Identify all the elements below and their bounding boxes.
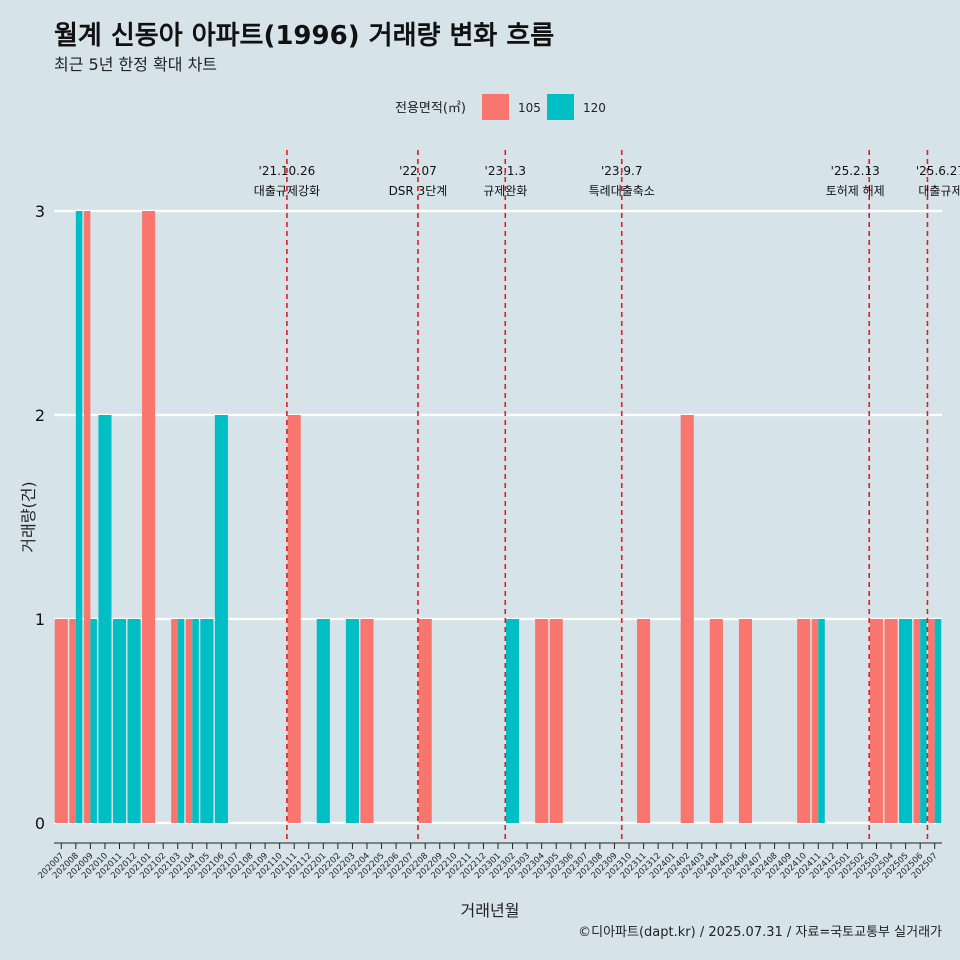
bar-105-202208 — [418, 619, 432, 823]
bar-120-202411 — [818, 619, 825, 823]
bar-120-202507 — [934, 619, 942, 823]
event-label-3: 특례대출축소 — [589, 184, 655, 198]
bar-105-202008 — [69, 619, 76, 823]
bar-120-202009 — [90, 619, 97, 823]
bar-120-202302 — [506, 619, 520, 823]
event-date-4: '25.2.13 — [831, 164, 880, 178]
bar-120-202203 — [345, 619, 359, 823]
caption: ©디아파트(dapt.kr) / 2025.07.31 / 자료=국토교통부 실… — [578, 925, 942, 940]
bar-120-202104 — [192, 619, 199, 823]
bar-120-202103 — [177, 619, 185, 823]
bar-120-202010 — [98, 415, 112, 823]
event-label-0: 대출규제강화 — [254, 184, 320, 198]
y-tick-label-3: 3 — [35, 202, 45, 221]
bar-105-202402 — [680, 415, 694, 823]
event-label-5: 대출규제 — [918, 184, 960, 198]
bar-105-202410 — [797, 619, 811, 823]
bar-105-202111 — [287, 415, 301, 823]
y-tick-label-1: 1 — [35, 610, 45, 629]
event-date-1: '22.07 — [399, 164, 437, 178]
event-label-4: 토허제 해제 — [826, 184, 885, 198]
bar-105-202311 — [637, 619, 651, 823]
x-axis: 2020072020082020092020102020112020122021… — [36, 842, 942, 881]
legend-label-120: 120 — [583, 101, 606, 115]
bar-105-202411 — [811, 619, 819, 823]
event-lines: '21.10.26 대출규제강화 '22.07 DSR 3단계 '23.1.3 규제완화 '… — [254, 150, 960, 842]
bar-120-202505 — [899, 619, 913, 823]
legend-swatch-120 — [547, 94, 574, 120]
bar-105-202404 — [709, 619, 723, 823]
legend-label-105: 105 — [518, 101, 541, 115]
bar-105-202406 — [738, 619, 753, 823]
bar-120-202012 — [127, 619, 141, 823]
legend-title: 전용면적(㎡) — [395, 101, 466, 116]
chart-title: 월계 신동아 아파트(1996) 거래량 변화 흐름 — [54, 21, 554, 51]
bar-105-202204 — [360, 619, 374, 823]
y-axis: 0 1 2 3 — [35, 202, 45, 833]
bar-105-202101 — [142, 211, 156, 823]
event-date-0: '21.10.26 — [259, 164, 316, 178]
bar-120-202201 — [316, 619, 330, 823]
y-axis-title: 거래량(건) — [19, 481, 38, 552]
bar-120-202008 — [75, 211, 83, 823]
bar-120-202506 — [920, 619, 927, 823]
y-tick-label-0: 0 — [35, 814, 45, 833]
y-tick-label-2: 2 — [35, 406, 45, 425]
bar-105-202503 — [869, 619, 884, 823]
x-axis-title: 거래년월 — [461, 901, 520, 920]
bar-105-202506 — [913, 619, 921, 823]
bar-105-202304 — [535, 619, 549, 823]
legend-swatch-105 — [482, 94, 509, 120]
legend: 전용면적(㎡) 105 120 — [395, 94, 606, 120]
bar-105-202103 — [171, 619, 178, 823]
event-label-2: 규제완화 — [483, 184, 527, 198]
bars — [54, 211, 942, 823]
bar-105-202009 — [83, 211, 91, 823]
bar-120-202106 — [214, 415, 228, 823]
event-date-2: '23.1.3 — [485, 164, 526, 178]
event-label-1: DSR 3단계 — [389, 184, 448, 198]
bar-120-202105 — [200, 619, 214, 823]
bar-105-202305 — [549, 619, 563, 823]
bar-105-202007 — [54, 619, 68, 823]
bar-105-202104 — [185, 619, 193, 823]
event-date-5: '25.6.27 — [916, 164, 960, 178]
bar-105-202507 — [928, 619, 935, 823]
event-date-3: '23.9.7 — [601, 164, 642, 178]
bar-120-202011 — [112, 619, 127, 823]
chart-subtitle: 최근 5년 한정 확대 차트 — [54, 55, 217, 74]
bar-105-202504 — [884, 619, 898, 823]
